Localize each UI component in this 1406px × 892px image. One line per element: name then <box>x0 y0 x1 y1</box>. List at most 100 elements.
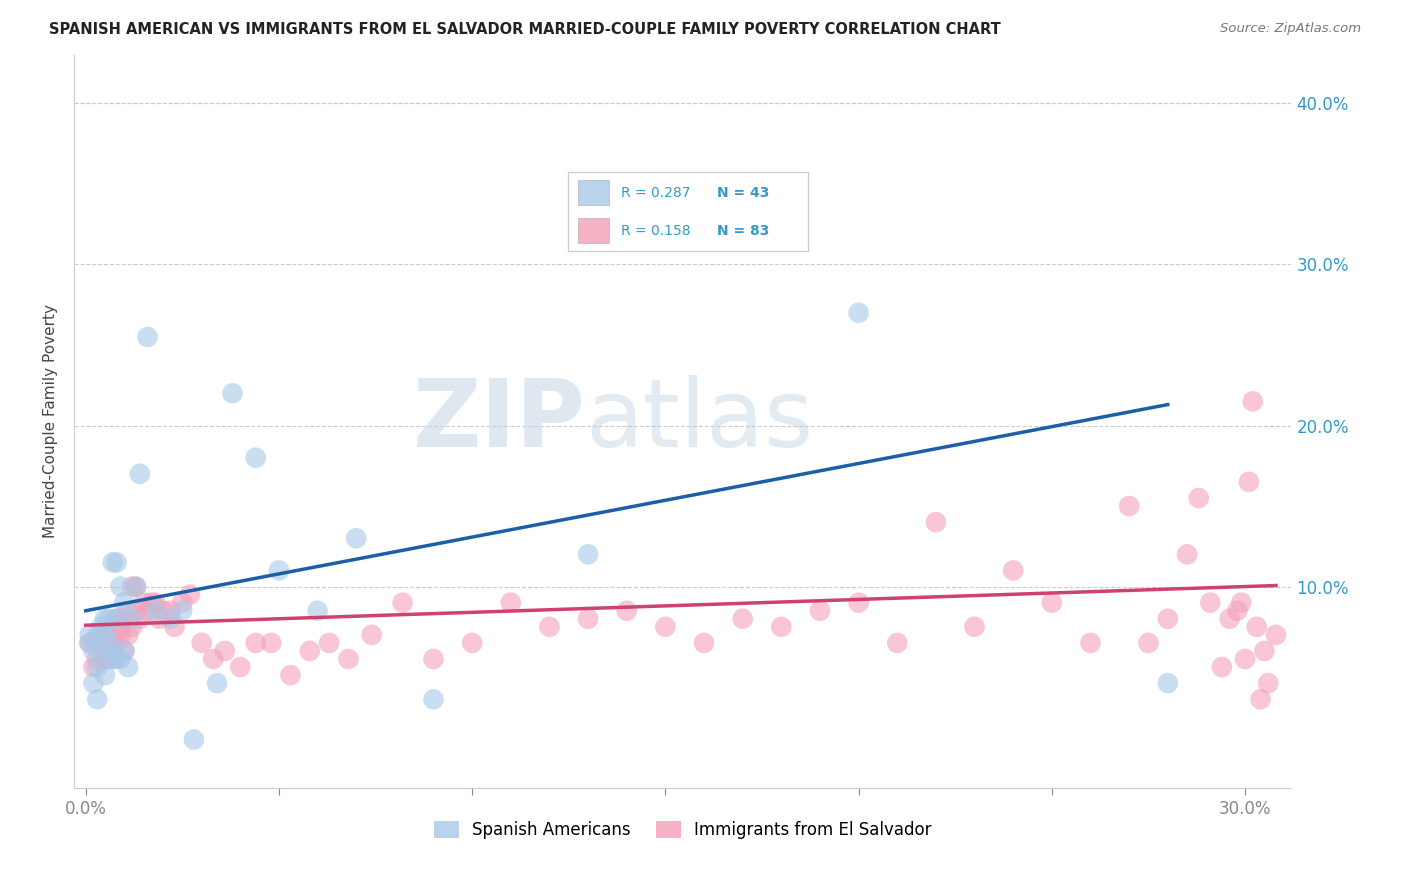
Point <box>101 636 124 650</box>
Point <box>97 636 120 650</box>
Point <box>925 515 948 529</box>
Point <box>86 628 108 642</box>
Point <box>1250 692 1272 706</box>
Text: ZIP: ZIP <box>412 376 585 467</box>
Point <box>1246 620 1268 634</box>
Point <box>1137 636 1160 650</box>
Point <box>86 660 108 674</box>
Point <box>82 644 104 658</box>
Point <box>152 604 174 618</box>
Point <box>110 652 132 666</box>
Point <box>190 636 212 650</box>
Point <box>79 636 101 650</box>
Point <box>245 450 267 465</box>
Point <box>110 628 132 642</box>
Point <box>125 604 148 618</box>
Point <box>1219 612 1241 626</box>
Point <box>112 644 135 658</box>
Text: R = 0.287: R = 0.287 <box>621 186 690 200</box>
Point <box>1002 564 1025 578</box>
Point <box>202 652 225 666</box>
Point <box>576 547 599 561</box>
Point <box>82 660 104 674</box>
Text: atlas: atlas <box>585 376 814 467</box>
Point <box>214 644 236 658</box>
Point <box>128 612 150 626</box>
Point <box>1253 644 1275 658</box>
Point <box>110 580 132 594</box>
Point <box>260 636 283 650</box>
Text: SPANISH AMERICAN VS IMMIGRANTS FROM EL SALVADOR MARRIED-COUPLE FAMILY POVERTY CO: SPANISH AMERICAN VS IMMIGRANTS FROM EL S… <box>49 22 1001 37</box>
Point <box>1234 652 1257 666</box>
Point <box>163 620 186 634</box>
Point <box>1175 547 1198 561</box>
Point <box>121 612 143 626</box>
Point <box>1118 499 1140 513</box>
Text: N = 83: N = 83 <box>717 224 769 238</box>
Point <box>1199 596 1222 610</box>
Point <box>125 580 148 594</box>
Legend: Spanish Americans, Immigrants from El Salvador: Spanish Americans, Immigrants from El Sa… <box>427 814 938 846</box>
Point <box>112 596 135 610</box>
Point <box>318 636 340 650</box>
Point <box>143 604 166 618</box>
Point <box>245 636 267 650</box>
Point <box>125 580 148 594</box>
Point <box>121 620 143 634</box>
Point <box>770 620 793 634</box>
Point <box>117 660 139 674</box>
Point <box>117 628 139 642</box>
Point <box>1257 676 1279 690</box>
Point <box>101 644 124 658</box>
Point <box>848 306 870 320</box>
Point <box>360 628 382 642</box>
Point <box>229 660 252 674</box>
Point <box>97 652 120 666</box>
Point <box>101 555 124 569</box>
Point <box>121 580 143 594</box>
Point <box>1226 604 1249 618</box>
Point <box>101 652 124 666</box>
Point <box>172 604 194 618</box>
Point <box>136 330 159 344</box>
Point <box>101 644 124 658</box>
Bar <box>578 219 609 244</box>
Text: R = 0.158: R = 0.158 <box>621 224 690 238</box>
Point <box>886 636 908 650</box>
Point <box>159 612 181 626</box>
Point <box>307 604 329 618</box>
Point <box>179 588 201 602</box>
Point <box>1157 612 1180 626</box>
Point <box>82 676 104 690</box>
Point <box>94 668 117 682</box>
Point <box>105 636 128 650</box>
Point <box>693 636 716 650</box>
Point <box>86 652 108 666</box>
Point <box>105 652 128 666</box>
Point <box>280 668 302 682</box>
Point <box>159 604 181 618</box>
Point <box>86 692 108 706</box>
Point <box>422 692 444 706</box>
Point <box>128 467 150 481</box>
Point <box>79 636 101 650</box>
Y-axis label: Married-Couple Family Poverty: Married-Couple Family Poverty <box>44 304 58 539</box>
Point <box>172 596 194 610</box>
Point <box>1211 660 1233 674</box>
Point <box>848 596 870 610</box>
Point <box>148 612 170 626</box>
Point <box>576 612 599 626</box>
Point <box>143 596 166 610</box>
Point <box>1265 628 1288 642</box>
Point <box>97 628 120 642</box>
Point <box>337 652 360 666</box>
Point <box>205 676 228 690</box>
Point <box>90 644 112 658</box>
Point <box>963 620 986 634</box>
Point <box>1040 596 1063 610</box>
Point <box>90 620 112 634</box>
Point <box>808 604 831 618</box>
Point <box>1157 676 1180 690</box>
Point <box>90 628 112 642</box>
Point <box>731 612 754 626</box>
